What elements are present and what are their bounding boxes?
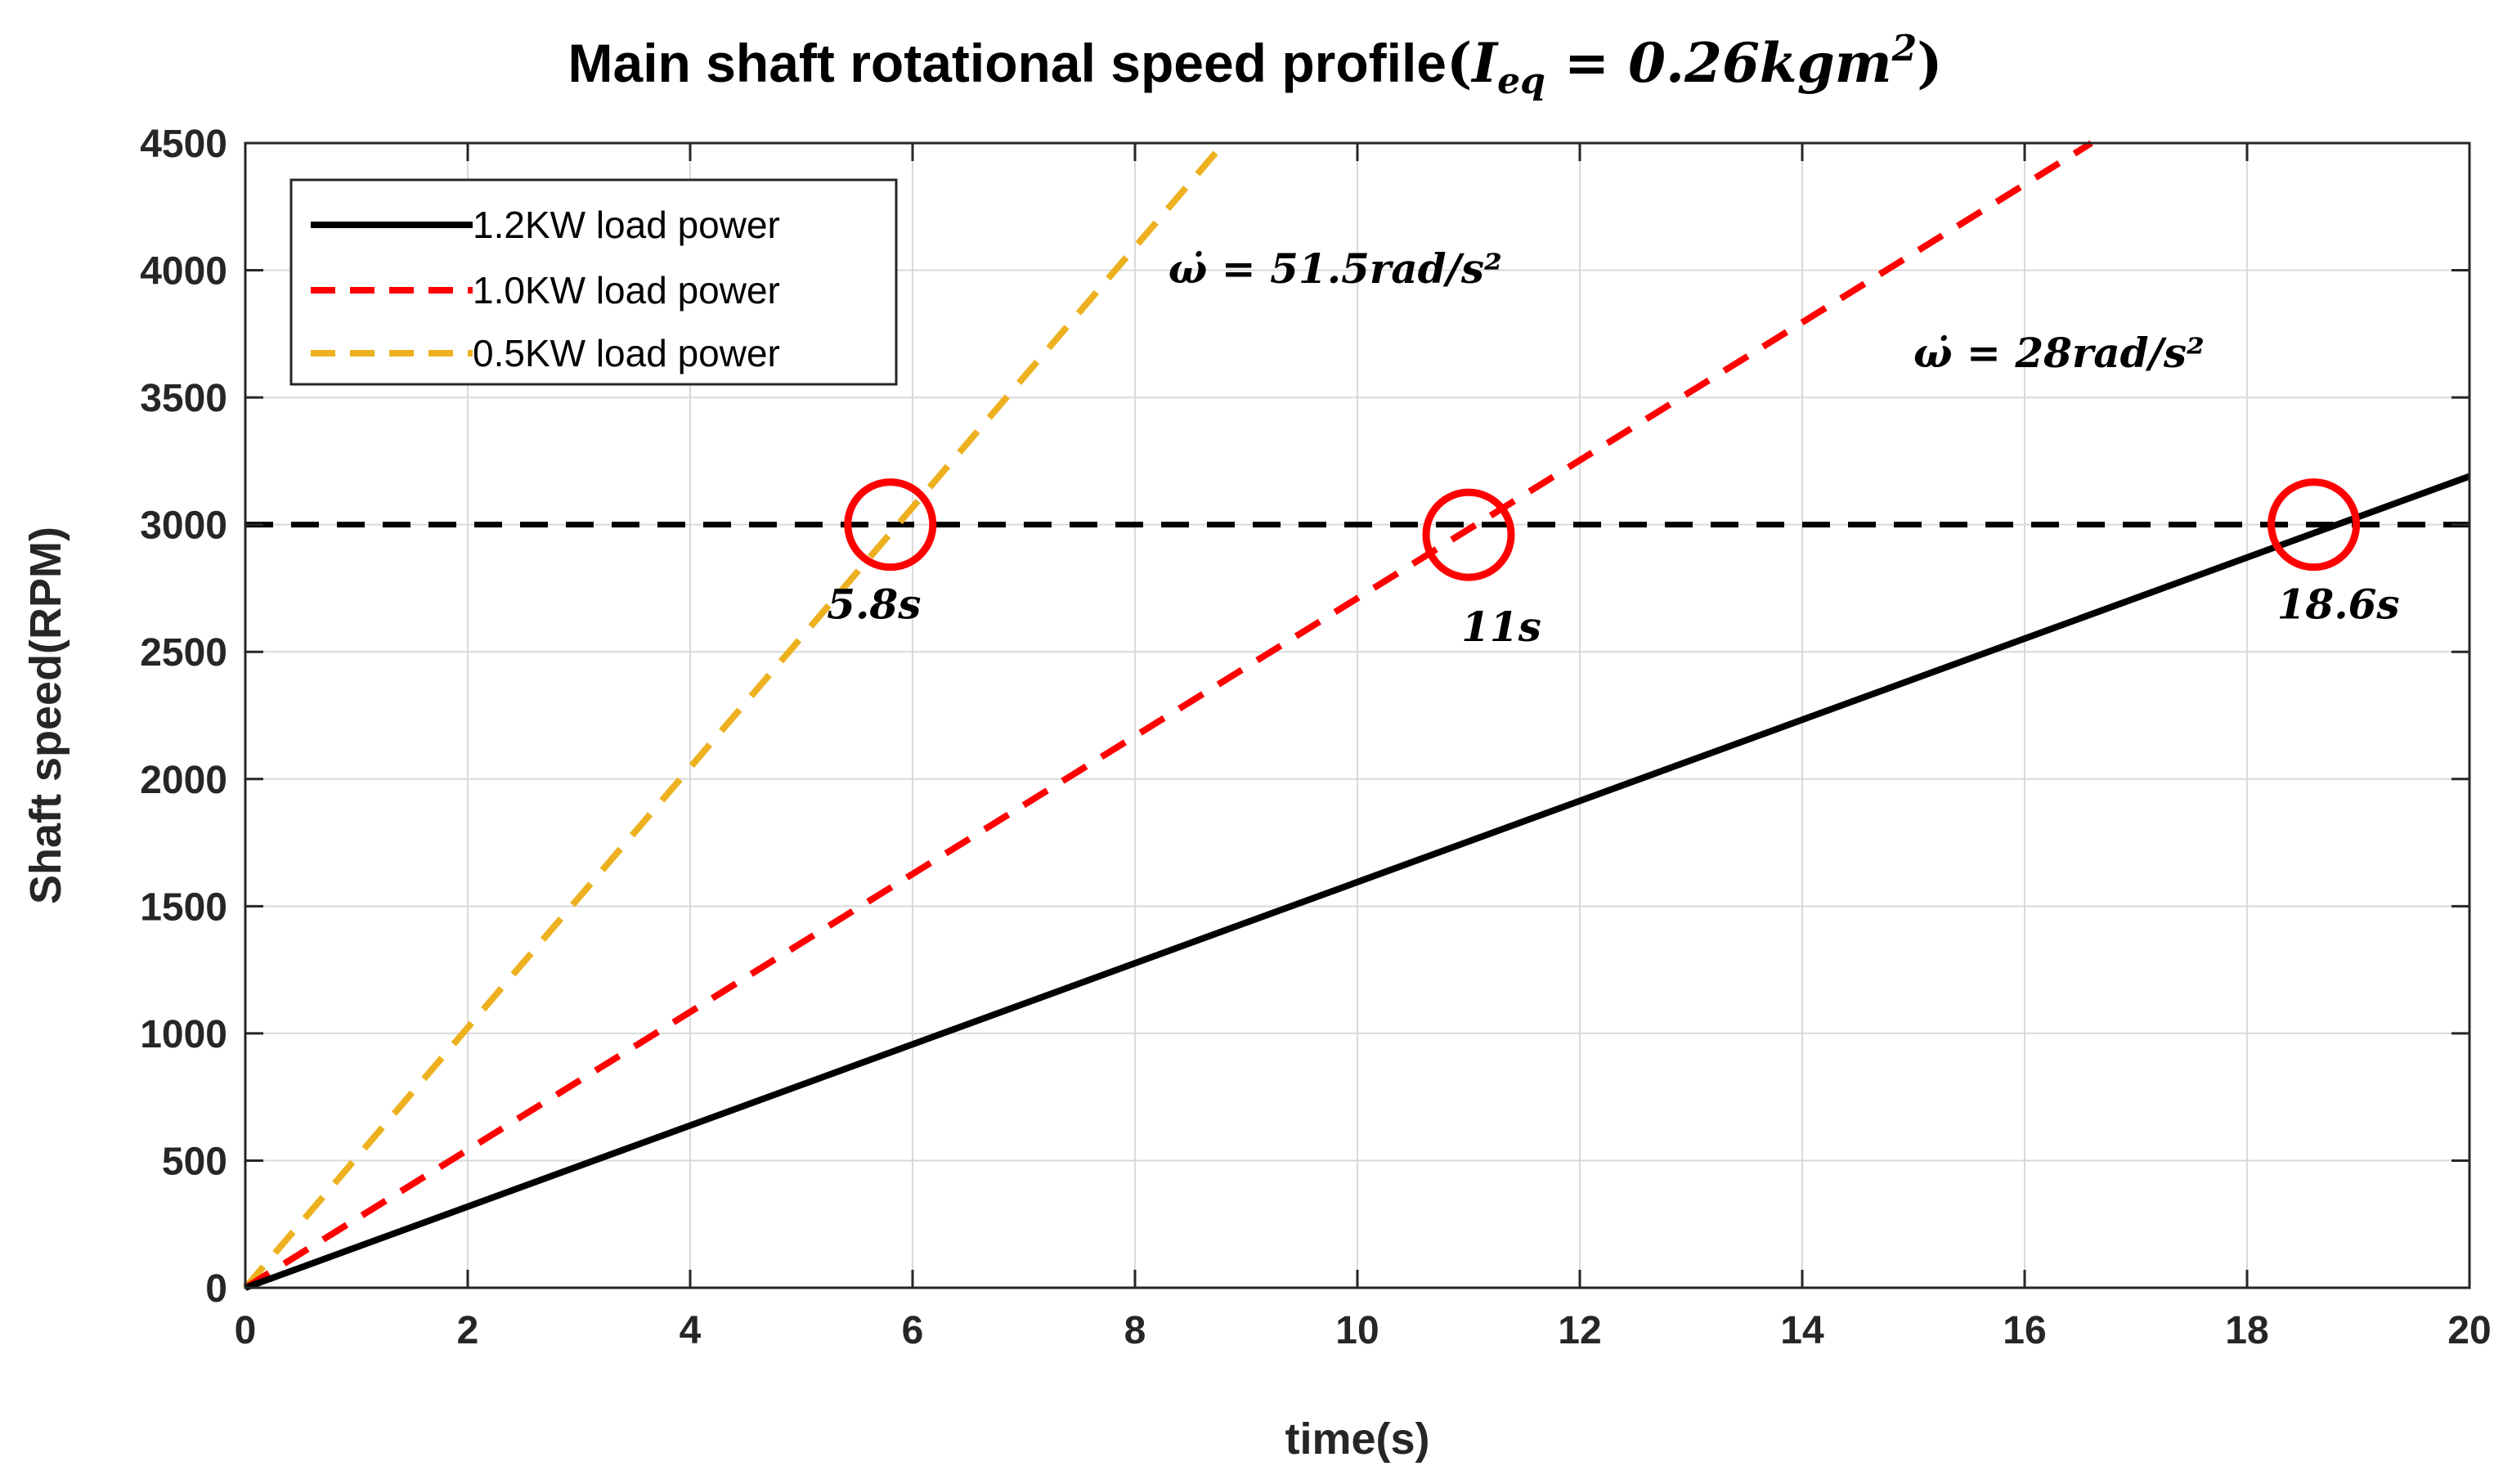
y-tick-label: 4500 (140, 123, 227, 166)
y-tick-label: 500 (162, 1140, 227, 1183)
chart-title: Main shaft rotational speed profile(Ieq … (568, 28, 1943, 102)
x-axis-label: time(s) (1285, 1415, 1429, 1464)
series-1-0kw-line (243, 140, 2093, 1291)
slope-annotation: ω̇ = 28rad/s² (1913, 329, 2205, 377)
y-tick-label: 1500 (140, 885, 227, 929)
y-tick-label: 2000 (140, 759, 227, 802)
x-tick-label: 14 (1780, 1309, 1824, 1352)
y-tick-label: 3000 (140, 504, 227, 548)
marker-layer: 5.8s 11s 18.6s (827, 478, 2400, 651)
marker-time-label: 5.8s (827, 581, 921, 629)
marker-time-label: 18.6s (2277, 581, 2400, 629)
y-tick-label: 3500 (140, 377, 227, 420)
title-inertia-symbol: I (1470, 31, 1499, 95)
marker-circle (1422, 488, 1515, 581)
y-tick-label: 2500 (140, 631, 227, 675)
annotation-layer: ω̇ = 51.5rad/s² ω̇ = 28rad/s² (1169, 244, 2205, 377)
x-tick-label: 0 (235, 1309, 257, 1352)
x-tick-label: 16 (2003, 1309, 2046, 1352)
series-0-5kw-line (242, 141, 1227, 1290)
x-tick-label: 8 (1124, 1309, 1146, 1352)
x-tick-label: 20 (2447, 1309, 2491, 1352)
title-inertia-superscript: 2 (1891, 28, 1918, 69)
series-layer (242, 140, 2471, 1291)
legend-label-1-2kw: 1.2KW load power (473, 204, 780, 246)
y-axis-label: Shaft speed(RPM) (21, 527, 70, 904)
title-close-paren: ) (1917, 31, 1942, 95)
x-tick-label: 6 (902, 1309, 924, 1352)
marker-circle (844, 478, 937, 572)
x-tick-label: 4 (680, 1309, 702, 1352)
series-1-2kw-line (244, 473, 2471, 1291)
y-tick-label: 1000 (140, 1013, 227, 1056)
title-inertia-value: = 0.26kgm (1545, 31, 1892, 95)
legend: 1.2KW load power 1.0KW load power 0.5KW … (289, 178, 898, 386)
marker-circle (2268, 478, 2361, 572)
tick-layer: 0 2 4 6 8 10 12 14 16 18 20 0 500 1000 1500 2000 2500 300… (140, 123, 2491, 1352)
x-tick-label: 10 (1335, 1309, 1379, 1352)
slope-annotation: ω̇ = 51.5rad/s² (1169, 244, 1502, 293)
legend-label-0-5kw: 0.5KW load power (473, 332, 780, 374)
marker-time-label: 11s (1461, 603, 1541, 651)
x-tick-label: 2 (457, 1309, 479, 1352)
x-tick-label: 18 (2225, 1309, 2268, 1352)
title-open-paren: ( (1447, 31, 1472, 95)
y-tick-label: 4000 (140, 250, 227, 294)
title-text: Main shaft rotational speed profile (568, 33, 1447, 93)
y-tick-label: 0 (205, 1267, 227, 1311)
title-inertia-subscript: eq (1497, 61, 1545, 102)
legend-label-1-0kw: 1.0KW load power (473, 269, 780, 312)
x-tick-label: 12 (1558, 1309, 1601, 1352)
